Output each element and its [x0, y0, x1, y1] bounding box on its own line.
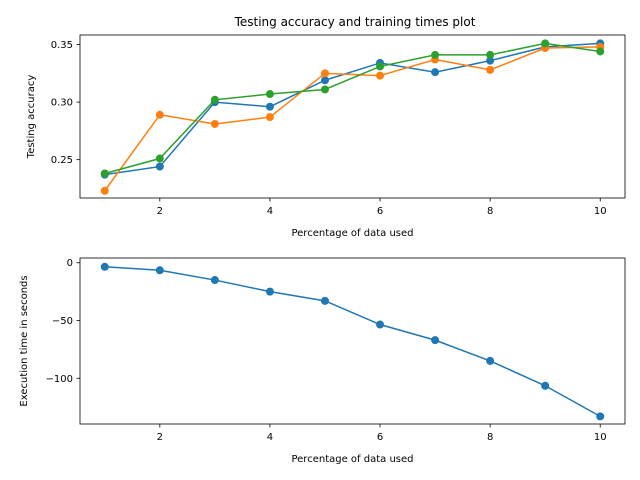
time-x-tick-label: 4	[267, 432, 273, 443]
time-series-0-point	[265, 287, 274, 296]
time-x-tick-label: 8	[487, 432, 493, 443]
accuracy-series-2-point	[431, 50, 440, 59]
accuracy-x-tick-label: 4	[267, 206, 273, 217]
time-x-axis-label: Percentage of data used	[291, 454, 413, 465]
accuracy-x-axis-label: Percentage of data used	[291, 228, 413, 239]
time-x-ticks: 2 4 6 8 10	[157, 424, 607, 443]
time-x-tick-label: 2	[157, 432, 163, 443]
accuracy-series-0-point	[155, 162, 164, 171]
accuracy-y-tick-label: 0.35	[51, 40, 73, 51]
accuracy-series-0-point	[431, 68, 440, 77]
accuracy-x-ticks: 2 4 6 8 10	[157, 198, 607, 217]
time-series-0-point	[596, 412, 605, 421]
accuracy-series-2-point	[486, 50, 495, 59]
time-series-0-line	[104, 266, 601, 418]
accuracy-plot-frame	[79, 34, 626, 199]
accuracy-series-1-point	[486, 65, 495, 74]
accuracy-series-1-line	[104, 46, 601, 192]
accuracy-x-tick-label: 8	[487, 206, 493, 217]
time-series-0-point	[541, 381, 550, 390]
accuracy-series-1-point	[155, 110, 164, 119]
time-y-tick-label: −100	[46, 374, 73, 385]
accuracy-series-2-point	[100, 169, 109, 178]
time-series-0-point	[486, 356, 495, 365]
accuracy-series-2-point	[320, 85, 329, 94]
time-y-tick-label: 0	[67, 258, 73, 269]
chart-title: Testing accuracy and training times plot	[234, 15, 476, 29]
time-series-0-point	[431, 336, 440, 345]
time-series-0-point	[155, 266, 164, 275]
accuracy-series-0-point	[486, 56, 495, 65]
time-y-tick-label: −50	[52, 316, 73, 327]
accuracy-series-2-point	[541, 39, 550, 48]
accuracy-y-tick-label: 0.30	[51, 98, 73, 109]
accuracy-series-1-point	[265, 113, 274, 122]
execution-time-plot: 2 4 6 8 10 0−50−100 Percentage of data used …	[19, 257, 626, 465]
time-series-0-point	[210, 276, 219, 285]
accuracy-series-0-point	[320, 76, 329, 85]
accuracy-series-1-point	[320, 69, 329, 78]
accuracy-y-ticks: 0.25 0.30 0.35	[51, 40, 80, 166]
accuracy-plot: Testing accuracy and training times plot…	[26, 15, 626, 239]
accuracy-y-axis-label: Testing accuracy	[26, 75, 37, 160]
time-series-0-point	[376, 320, 385, 329]
time-y-ticks: 0 −50 −100	[46, 258, 80, 385]
accuracy-series-2-line	[104, 42, 601, 175]
accuracy-series-0-point	[265, 102, 274, 111]
accuracy-series-2-point	[210, 95, 219, 104]
time-x-tick-label: 10	[594, 432, 607, 443]
accuracy-series-0-line	[104, 42, 601, 176]
accuracy-y-tick-label: 0.25	[51, 155, 73, 166]
accuracy-series-layer	[100, 39, 605, 195]
accuracy-series-2-point	[155, 154, 164, 163]
accuracy-x-tick-label: 2	[157, 206, 163, 217]
time-plot-frame	[79, 257, 626, 425]
time-x-tick-label: 6	[377, 432, 383, 443]
time-series-0-point	[320, 296, 329, 305]
accuracy-series-2-point	[596, 47, 605, 56]
time-y-axis-label: Execution time in seconds	[19, 275, 30, 406]
time-series-0-point	[100, 262, 109, 271]
time-series-layer	[100, 262, 605, 421]
accuracy-x-tick-label: 6	[377, 206, 383, 217]
accuracy-series-1-point	[376, 71, 385, 80]
accuracy-series-1-point	[210, 119, 219, 128]
accuracy-x-tick-label: 10	[594, 206, 607, 217]
accuracy-series-2-point	[265, 90, 274, 99]
accuracy-series-1-point	[100, 186, 109, 195]
accuracy-series-2-point	[376, 62, 385, 71]
